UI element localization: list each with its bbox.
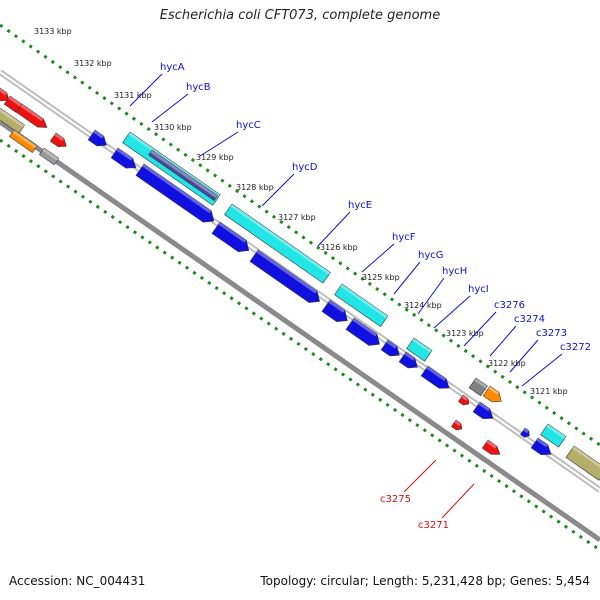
feature-red-reverse-2 xyxy=(481,439,501,455)
label-leader xyxy=(521,353,563,387)
ruler-tick-label: 3133 kbp xyxy=(34,27,72,36)
label-leader xyxy=(199,131,239,157)
gene-label-forward: hycF xyxy=(392,232,416,243)
ruler-tick-label: 3129 kbp xyxy=(196,153,234,162)
label-leader xyxy=(361,243,395,273)
label-leader xyxy=(509,339,539,373)
ruler-ticks: 3133 kbp 3132 kbp 3131 kbp 3130 kbp 3129 kbp… xyxy=(34,27,568,396)
cds-5 xyxy=(249,249,320,303)
gene-label-forward: c3276 xyxy=(494,300,525,311)
hyc-cyan-4 xyxy=(406,337,433,362)
cds-4 xyxy=(211,221,250,253)
feature-red-3 xyxy=(15,103,48,128)
ruler-tick-label: 3132 kbp xyxy=(74,59,112,68)
ruler-tick-label: 3124 kbp xyxy=(404,301,442,310)
hyc-cyan-5 xyxy=(540,423,567,448)
feature-red-reverse-1 xyxy=(451,419,463,431)
gene-label-forward: hycB xyxy=(186,82,211,93)
gene-label-forward: hycG xyxy=(418,250,444,261)
hyc-cyan-3 xyxy=(334,283,389,327)
label-leader xyxy=(317,211,351,247)
gene-label-reverse: c3275 xyxy=(380,494,411,505)
ruler-dots xyxy=(0,23,600,552)
feature-red-4 xyxy=(49,132,67,147)
label-leader xyxy=(261,173,295,207)
feature-gray-left xyxy=(39,147,60,166)
gene-label-forward: hycI xyxy=(468,284,489,295)
cds-13 xyxy=(530,437,552,455)
gene-label-forward: hycD xyxy=(292,162,318,173)
ruler-tick-label: 3128 kbp xyxy=(236,183,274,192)
ruler-tick-label: 3126 kbp xyxy=(320,243,358,252)
label-leader-reverse xyxy=(403,459,437,493)
cds-12 xyxy=(520,427,530,438)
ruler-tick-label: 3125 kbp xyxy=(362,273,400,282)
label-leader-reverse xyxy=(441,483,475,519)
topology-text: Topology: circular; Length: 5,231,428 bp… xyxy=(260,574,590,588)
label-leader xyxy=(489,325,517,357)
gene-label-forward: c3274 xyxy=(514,314,545,325)
label-leader xyxy=(129,73,163,107)
ruler-line-outer xyxy=(0,23,600,447)
label-leader xyxy=(151,93,189,123)
label-leader xyxy=(417,277,445,315)
cds-2 xyxy=(110,147,137,169)
gene-label-forward: hycH xyxy=(442,266,467,277)
feature-track xyxy=(0,87,600,481)
ruler-tick-label: 3122 kbp xyxy=(488,359,526,368)
feature-red-reverse-3 xyxy=(458,394,470,406)
ruler-tick-label: 3127 kbp xyxy=(278,213,316,222)
cds-8 xyxy=(380,339,400,357)
cds-11 xyxy=(472,401,494,419)
cds-7 xyxy=(345,317,380,346)
feature-dark-stripe xyxy=(148,149,219,201)
cds-1 xyxy=(87,129,107,147)
ruler-line-inner xyxy=(0,138,600,552)
cds-6 xyxy=(321,299,348,323)
map-title: Escherichia coli CFT073, complete genome xyxy=(159,8,441,23)
gene-label-forward: c3273 xyxy=(536,328,567,339)
label-leader xyxy=(393,261,421,295)
feature-khaki-right xyxy=(565,445,600,481)
gene-label-reverse: c3271 xyxy=(418,520,449,531)
feature-red-1 xyxy=(0,87,9,102)
ruler-tick-label: 3123 kbp xyxy=(446,329,484,338)
gene-label-forward: c3272 xyxy=(560,342,591,353)
label-leader xyxy=(433,295,471,329)
feature-gray-small xyxy=(468,377,488,397)
accession-text: Accession: NC_004431 xyxy=(9,574,146,588)
ruler-tick-label: 3131 kbp xyxy=(114,91,152,100)
feature-orange-left xyxy=(9,129,38,153)
backbone-inner xyxy=(0,119,600,543)
gene-label-forward: hycA xyxy=(160,62,185,73)
hyc-cyan-2 xyxy=(224,203,331,284)
gene-label-forward: hycE xyxy=(348,200,372,211)
label-leader xyxy=(463,311,497,347)
feature-orange-small xyxy=(482,385,502,403)
ruler-tick-label: 3121 kbp xyxy=(530,387,568,396)
ruler-tick-label: 3130 kbp xyxy=(154,123,192,132)
cds-9 xyxy=(398,351,418,369)
gene-label-forward: hycC xyxy=(236,120,261,131)
cds-3 xyxy=(135,163,215,223)
cds-10 xyxy=(420,365,450,389)
